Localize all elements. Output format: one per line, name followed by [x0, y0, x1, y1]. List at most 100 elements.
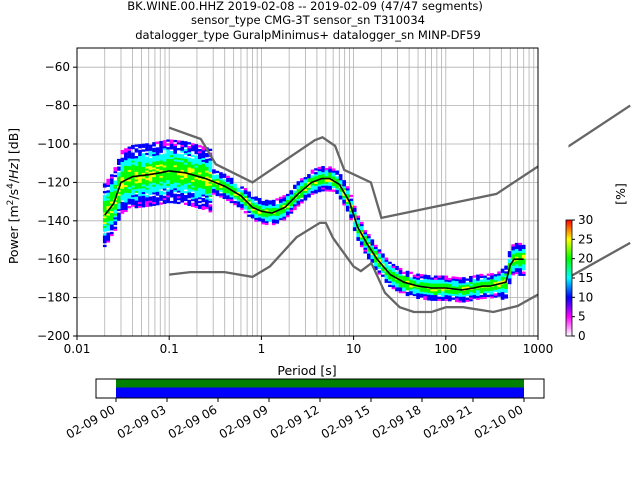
psd-cell [106, 201, 111, 205]
psd-cell [201, 190, 206, 193]
psd-cell [127, 169, 132, 172]
psd-cell [416, 275, 420, 278]
psd-cell [124, 167, 128, 170]
psd-cell [159, 148, 163, 151]
psd-cell [370, 258, 375, 261]
psd-cell [497, 292, 501, 295]
psd-cell [229, 191, 234, 194]
psd-cell [180, 190, 185, 193]
psd-cell [388, 271, 392, 274]
psd-cell [454, 284, 459, 287]
psd-cell [310, 188, 315, 192]
psd-cell [388, 284, 392, 288]
psd-cell [243, 197, 248, 200]
psd-cell [201, 186, 206, 189]
psd-cell [131, 156, 135, 159]
psd-cell [243, 211, 248, 214]
psd-cell [282, 212, 287, 215]
psd-cell [381, 259, 385, 262]
psd-cell [514, 246, 519, 250]
psd-cell [310, 175, 315, 178]
title-line-3: datalogger_type GuralpMinimus+ datalogge… [135, 28, 481, 42]
psd-cell [201, 199, 206, 203]
psd-cell [131, 164, 135, 167]
psd-cell [173, 193, 177, 196]
psd-cell [359, 231, 364, 234]
psd-cell [458, 283, 463, 286]
psd-cell [169, 175, 174, 179]
psd-cell [331, 174, 336, 177]
psd-cell [109, 178, 114, 181]
psd-cell [138, 155, 142, 158]
psd-cell [261, 222, 266, 225]
psd-cell [166, 162, 170, 165]
psd-cell [423, 280, 427, 283]
psd-cell [152, 178, 156, 181]
psd-cell [500, 285, 505, 289]
psd-cell [366, 253, 371, 256]
psd-cell [240, 207, 244, 210]
psd-cell [197, 189, 202, 192]
psd-cell [155, 203, 160, 206]
psd-cell [278, 206, 283, 209]
psd-cell [155, 153, 160, 156]
psd-cell [430, 294, 435, 298]
psd-cell [447, 297, 452, 300]
psd-cell [106, 228, 111, 232]
psd-cell [426, 277, 431, 280]
psd-cell [271, 222, 276, 226]
psd-cell [504, 288, 508, 291]
psd-cell [205, 170, 209, 173]
psd-cell [433, 277, 438, 280]
psd-cell [173, 189, 177, 193]
psd-cell [205, 154, 209, 158]
psd-cell [307, 174, 311, 177]
psd-cell [409, 279, 413, 282]
psd-cell [300, 178, 304, 181]
psd-cell [113, 188, 118, 191]
psd-cell [349, 202, 354, 205]
psd-cell [437, 283, 442, 286]
psd-cell [166, 150, 170, 154]
psd-cell [423, 274, 427, 277]
psd-cell [521, 262, 526, 265]
psd-cell [349, 217, 354, 221]
psd-cell [338, 191, 343, 194]
psd-cell [194, 190, 199, 193]
psd-cell [205, 162, 209, 165]
psd-cell [338, 181, 343, 185]
psd-cell [113, 226, 118, 229]
psd-cell [109, 183, 114, 187]
psd-cell [194, 186, 199, 189]
psd-cell [521, 258, 526, 261]
psd-cell [222, 196, 227, 200]
psd-cell [377, 251, 382, 254]
psd-cell [398, 289, 403, 292]
psd-cell [384, 261, 389, 264]
psd-cell [180, 192, 185, 195]
psd-cell [109, 176, 114, 179]
psd-cell [131, 166, 135, 169]
psd-cell [226, 179, 230, 182]
psd-cell [236, 203, 241, 206]
psd-cell [278, 198, 283, 201]
psd-cell [384, 263, 389, 266]
psd-cell [440, 296, 445, 299]
psd-cell [145, 204, 149, 208]
psd-cell [212, 171, 216, 174]
psd-cell [518, 265, 523, 269]
psd-cell [257, 217, 262, 220]
psd-cell [162, 184, 167, 187]
psd-cell [398, 281, 403, 284]
psd-cell [138, 163, 142, 166]
psd-cell [416, 290, 420, 294]
psd-cell [102, 239, 107, 242]
psd-cell [462, 298, 466, 301]
psd-cell [331, 172, 336, 175]
psd-cell [102, 185, 107, 188]
psd-cell [349, 215, 354, 219]
psd-cell [183, 141, 188, 144]
psd-cell [356, 223, 361, 226]
y-tick-label: −60 [45, 60, 70, 74]
psd-cell [356, 215, 361, 218]
